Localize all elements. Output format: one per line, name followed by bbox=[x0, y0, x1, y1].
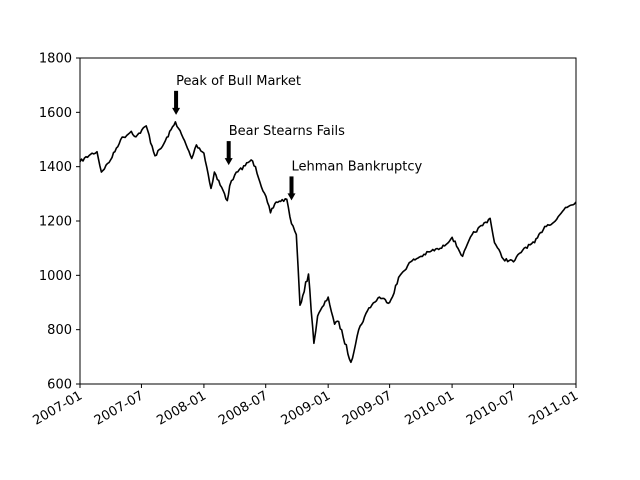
annotation-arrow-shaft bbox=[289, 176, 294, 195]
annotation: Bear Stearns Fails bbox=[224, 124, 345, 166]
annotation-label: Peak of Bull Market bbox=[176, 74, 301, 89]
y-axis: 600 800 1000 1200 1400 1600 1800 bbox=[39, 52, 80, 393]
y-tick-label: 1600 bbox=[39, 106, 72, 121]
annotation-arrow-shaft bbox=[226, 141, 231, 160]
y-tick-label: 600 bbox=[47, 378, 72, 393]
annotation-arrow-head bbox=[172, 107, 181, 115]
y-tick-label: 1800 bbox=[39, 52, 72, 67]
plot-area bbox=[79, 57, 577, 385]
annotation-arrow-head bbox=[224, 158, 233, 166]
y-tick-label: 1400 bbox=[39, 160, 72, 175]
annotations: Peak of Bull Market Bear Stearns Fails Leh… bbox=[172, 74, 422, 201]
annotation: Peak of Bull Market bbox=[172, 74, 301, 115]
annotation-arrow-head bbox=[287, 193, 296, 201]
annotation-arrow-shaft bbox=[174, 90, 179, 109]
y-tick-label: 800 bbox=[47, 323, 72, 338]
annotation: Lehman Bankruptcy bbox=[287, 159, 423, 201]
y-tick-label: 1000 bbox=[39, 269, 72, 284]
annotation-label: Bear Stearns Fails bbox=[229, 124, 345, 139]
price-series-line bbox=[79, 121, 577, 364]
annotation-label: Lehman Bankruptcy bbox=[292, 159, 423, 174]
axes-background bbox=[80, 58, 576, 384]
y-tick-label: 1200 bbox=[39, 215, 72, 230]
